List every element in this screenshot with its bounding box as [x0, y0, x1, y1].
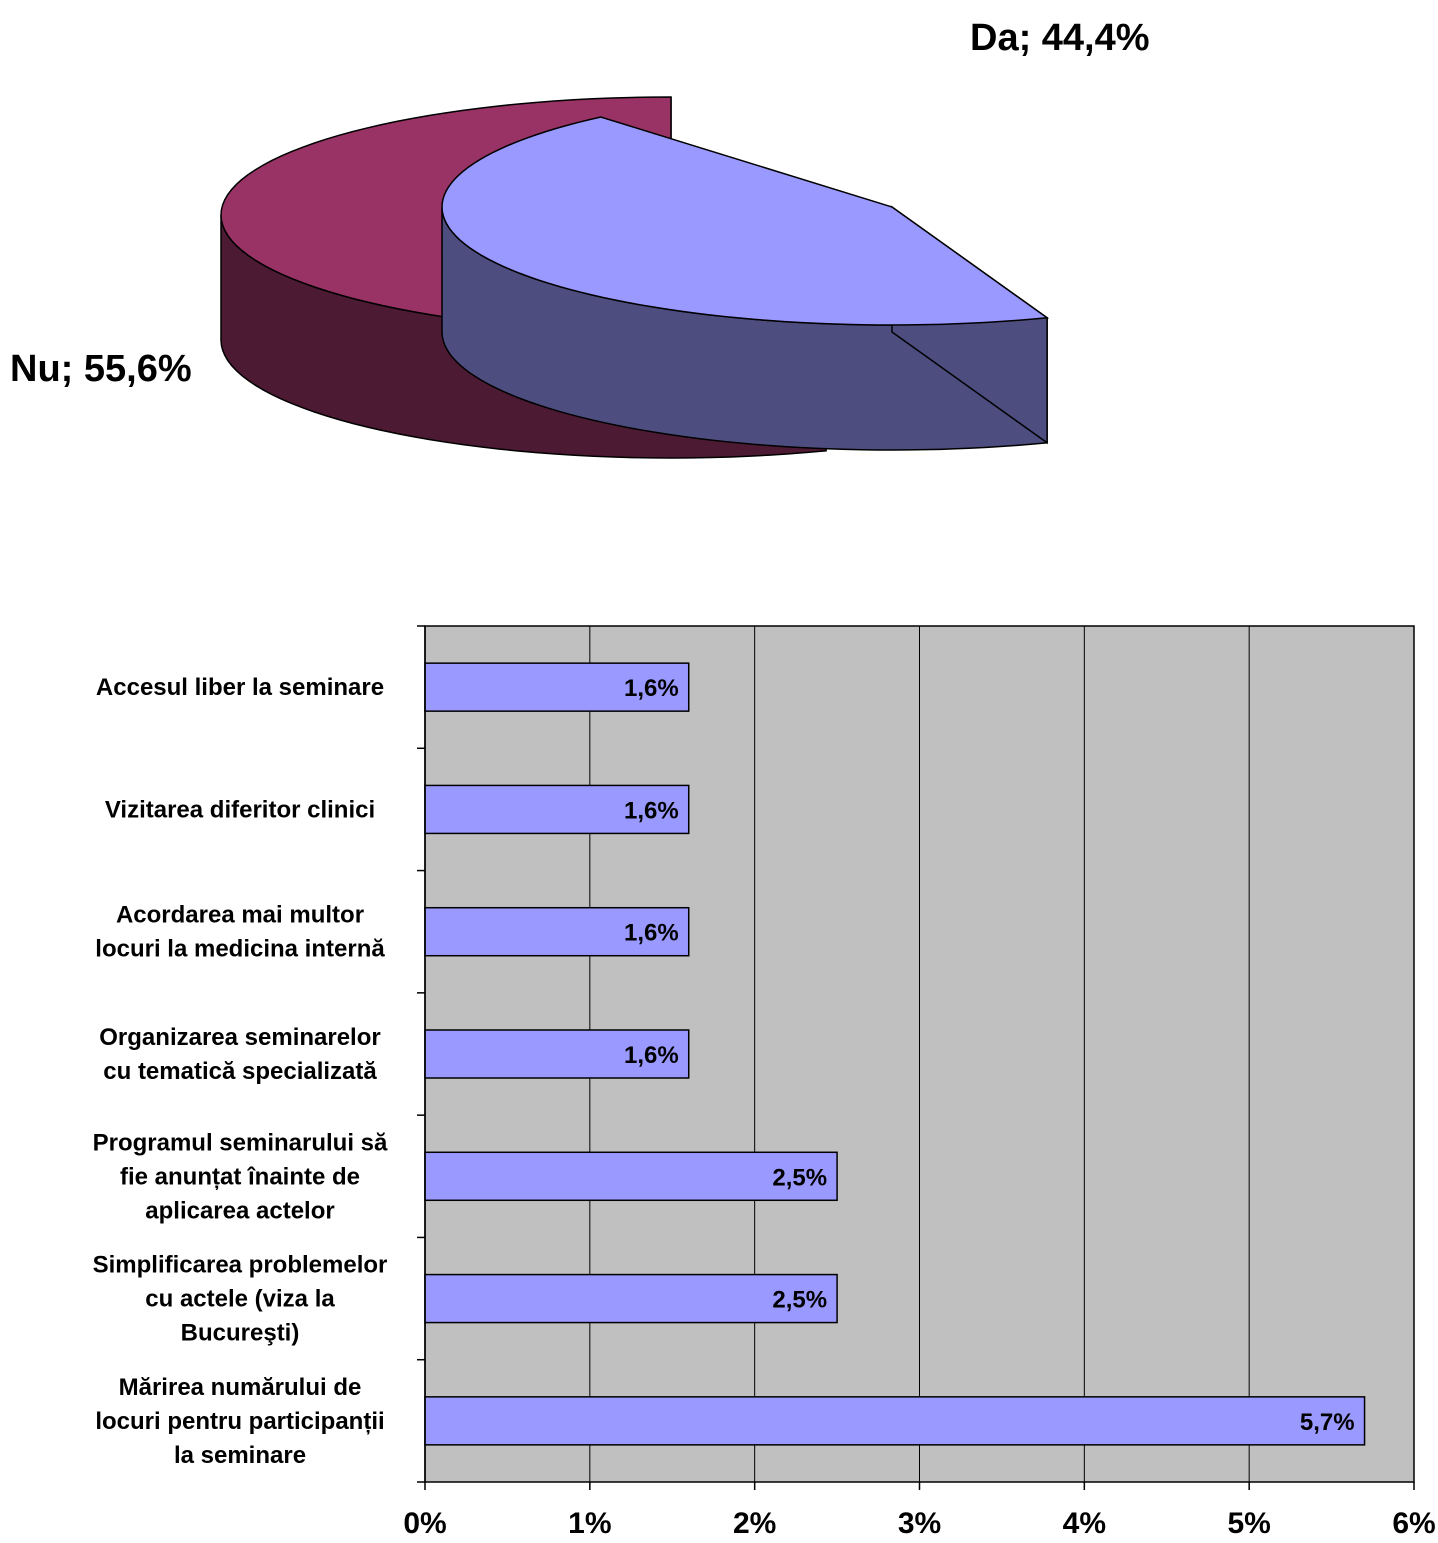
- category-labels: Accesul liber la seminare Vizitarea difer…: [93, 674, 388, 1469]
- bar-data-label: 1,6%: [624, 1042, 679, 1069]
- category-label: Acordarea mai multor locuri la medicina i…: [95, 902, 385, 963]
- category-label: Mărirea numărului de locuri pentru partic…: [95, 1374, 384, 1469]
- bar: [424, 662, 690, 712]
- bar-data-label: 5,7%: [1300, 1409, 1355, 1436]
- value-axis: 0% 1% 2% 3% 4% 5% 6%: [403, 1482, 1436, 1540]
- pie-slice-da: [441, 116, 1050, 451]
- bar-data-label: 1,6%: [624, 797, 679, 824]
- pie-top-1: [441, 116, 1050, 326]
- bar-data-label: 2,5%: [772, 1164, 827, 1191]
- gridlines: [589, 626, 1250, 1482]
- x-tick-label: 3%: [898, 1507, 941, 1540]
- bar: [424, 1273, 838, 1324]
- plot-area: [424, 625, 1415, 1483]
- bar: [424, 1029, 690, 1079]
- bar-data-label: 1,6%: [624, 675, 679, 702]
- bars: 1,6% 1,6% 1,6% 1,6% 2,5% 2,5% 5,7%: [424, 662, 1366, 1446]
- x-tick-label: 6%: [1392, 1507, 1435, 1540]
- category-label: Accesul liber la seminare: [96, 674, 384, 701]
- category-label: Simplificarea problemelor cu actele (viza…: [93, 1252, 388, 1347]
- bar: [424, 1396, 1366, 1446]
- pie-label-nu: Nu; 55,6%: [10, 348, 192, 390]
- category-axis: [417, 625, 426, 1483]
- x-tick-label: 4%: [1063, 1507, 1106, 1540]
- x-tick-label: 1%: [568, 1507, 611, 1540]
- x-tick-label: 2%: [733, 1507, 776, 1540]
- category-label: Vizitarea diferitor clinici: [105, 796, 375, 823]
- pie-label-da: Da; 44,4%: [970, 17, 1150, 59]
- category-label: Programul seminarului să fie anunțat înai…: [93, 1129, 388, 1224]
- bar-data-label: 1,6%: [624, 920, 679, 947]
- bar: [424, 906, 690, 957]
- x-tick-label: 0%: [403, 1507, 446, 1540]
- bar-data-label: 2,5%: [772, 1287, 827, 1314]
- pie-chart: Nu; 55,6% Da; 44,4%: [10, 17, 1150, 459]
- category-label: Organizarea seminarelor cu tematică speci…: [99, 1024, 380, 1085]
- x-tick-label: 5%: [1227, 1507, 1270, 1540]
- bar: [424, 784, 690, 835]
- bar: [424, 1151, 838, 1202]
